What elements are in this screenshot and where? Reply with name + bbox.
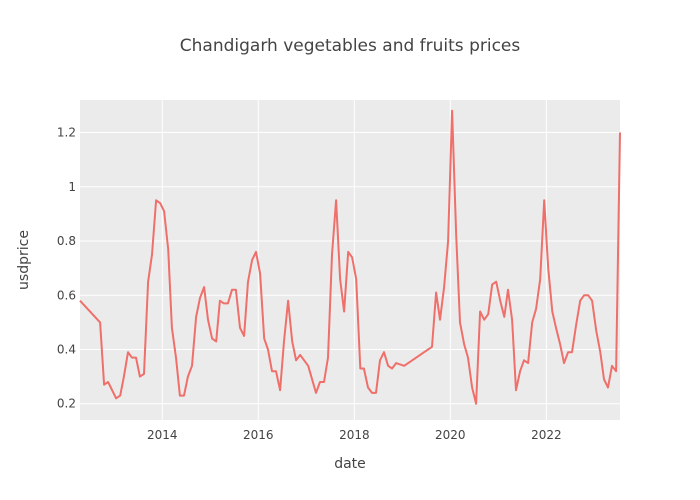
price-series-line <box>79 109 621 405</box>
x-tick-label: 2020 <box>435 428 466 442</box>
plot-area <box>80 100 620 420</box>
x-tick-label: 2014 <box>147 428 178 442</box>
x-tick-label: 2018 <box>339 428 370 442</box>
x-tick-label: 2022 <box>531 428 562 442</box>
chart-title: Chandigarh vegetables and fruits prices <box>180 36 521 56</box>
y-tick-label: 0.6 <box>57 288 76 302</box>
grid-lines <box>80 100 620 420</box>
y-axis-ticks: 0.2 0.4 0.6 0.8 1 1.2 <box>57 126 76 411</box>
x-axis-label: date <box>334 456 366 472</box>
y-tick-label: 0.4 <box>57 342 76 356</box>
y-tick-label: 1.2 <box>57 126 76 140</box>
y-tick-label: 0.8 <box>57 234 76 248</box>
y-tick-label: 0.2 <box>57 397 76 411</box>
y-tick-label: 1 <box>68 180 76 194</box>
x-tick-label: 2016 <box>243 428 274 442</box>
y-axis-label: usdprice <box>16 230 32 290</box>
x-axis-ticks: 2014 2016 2018 2020 2022 <box>147 428 562 442</box>
